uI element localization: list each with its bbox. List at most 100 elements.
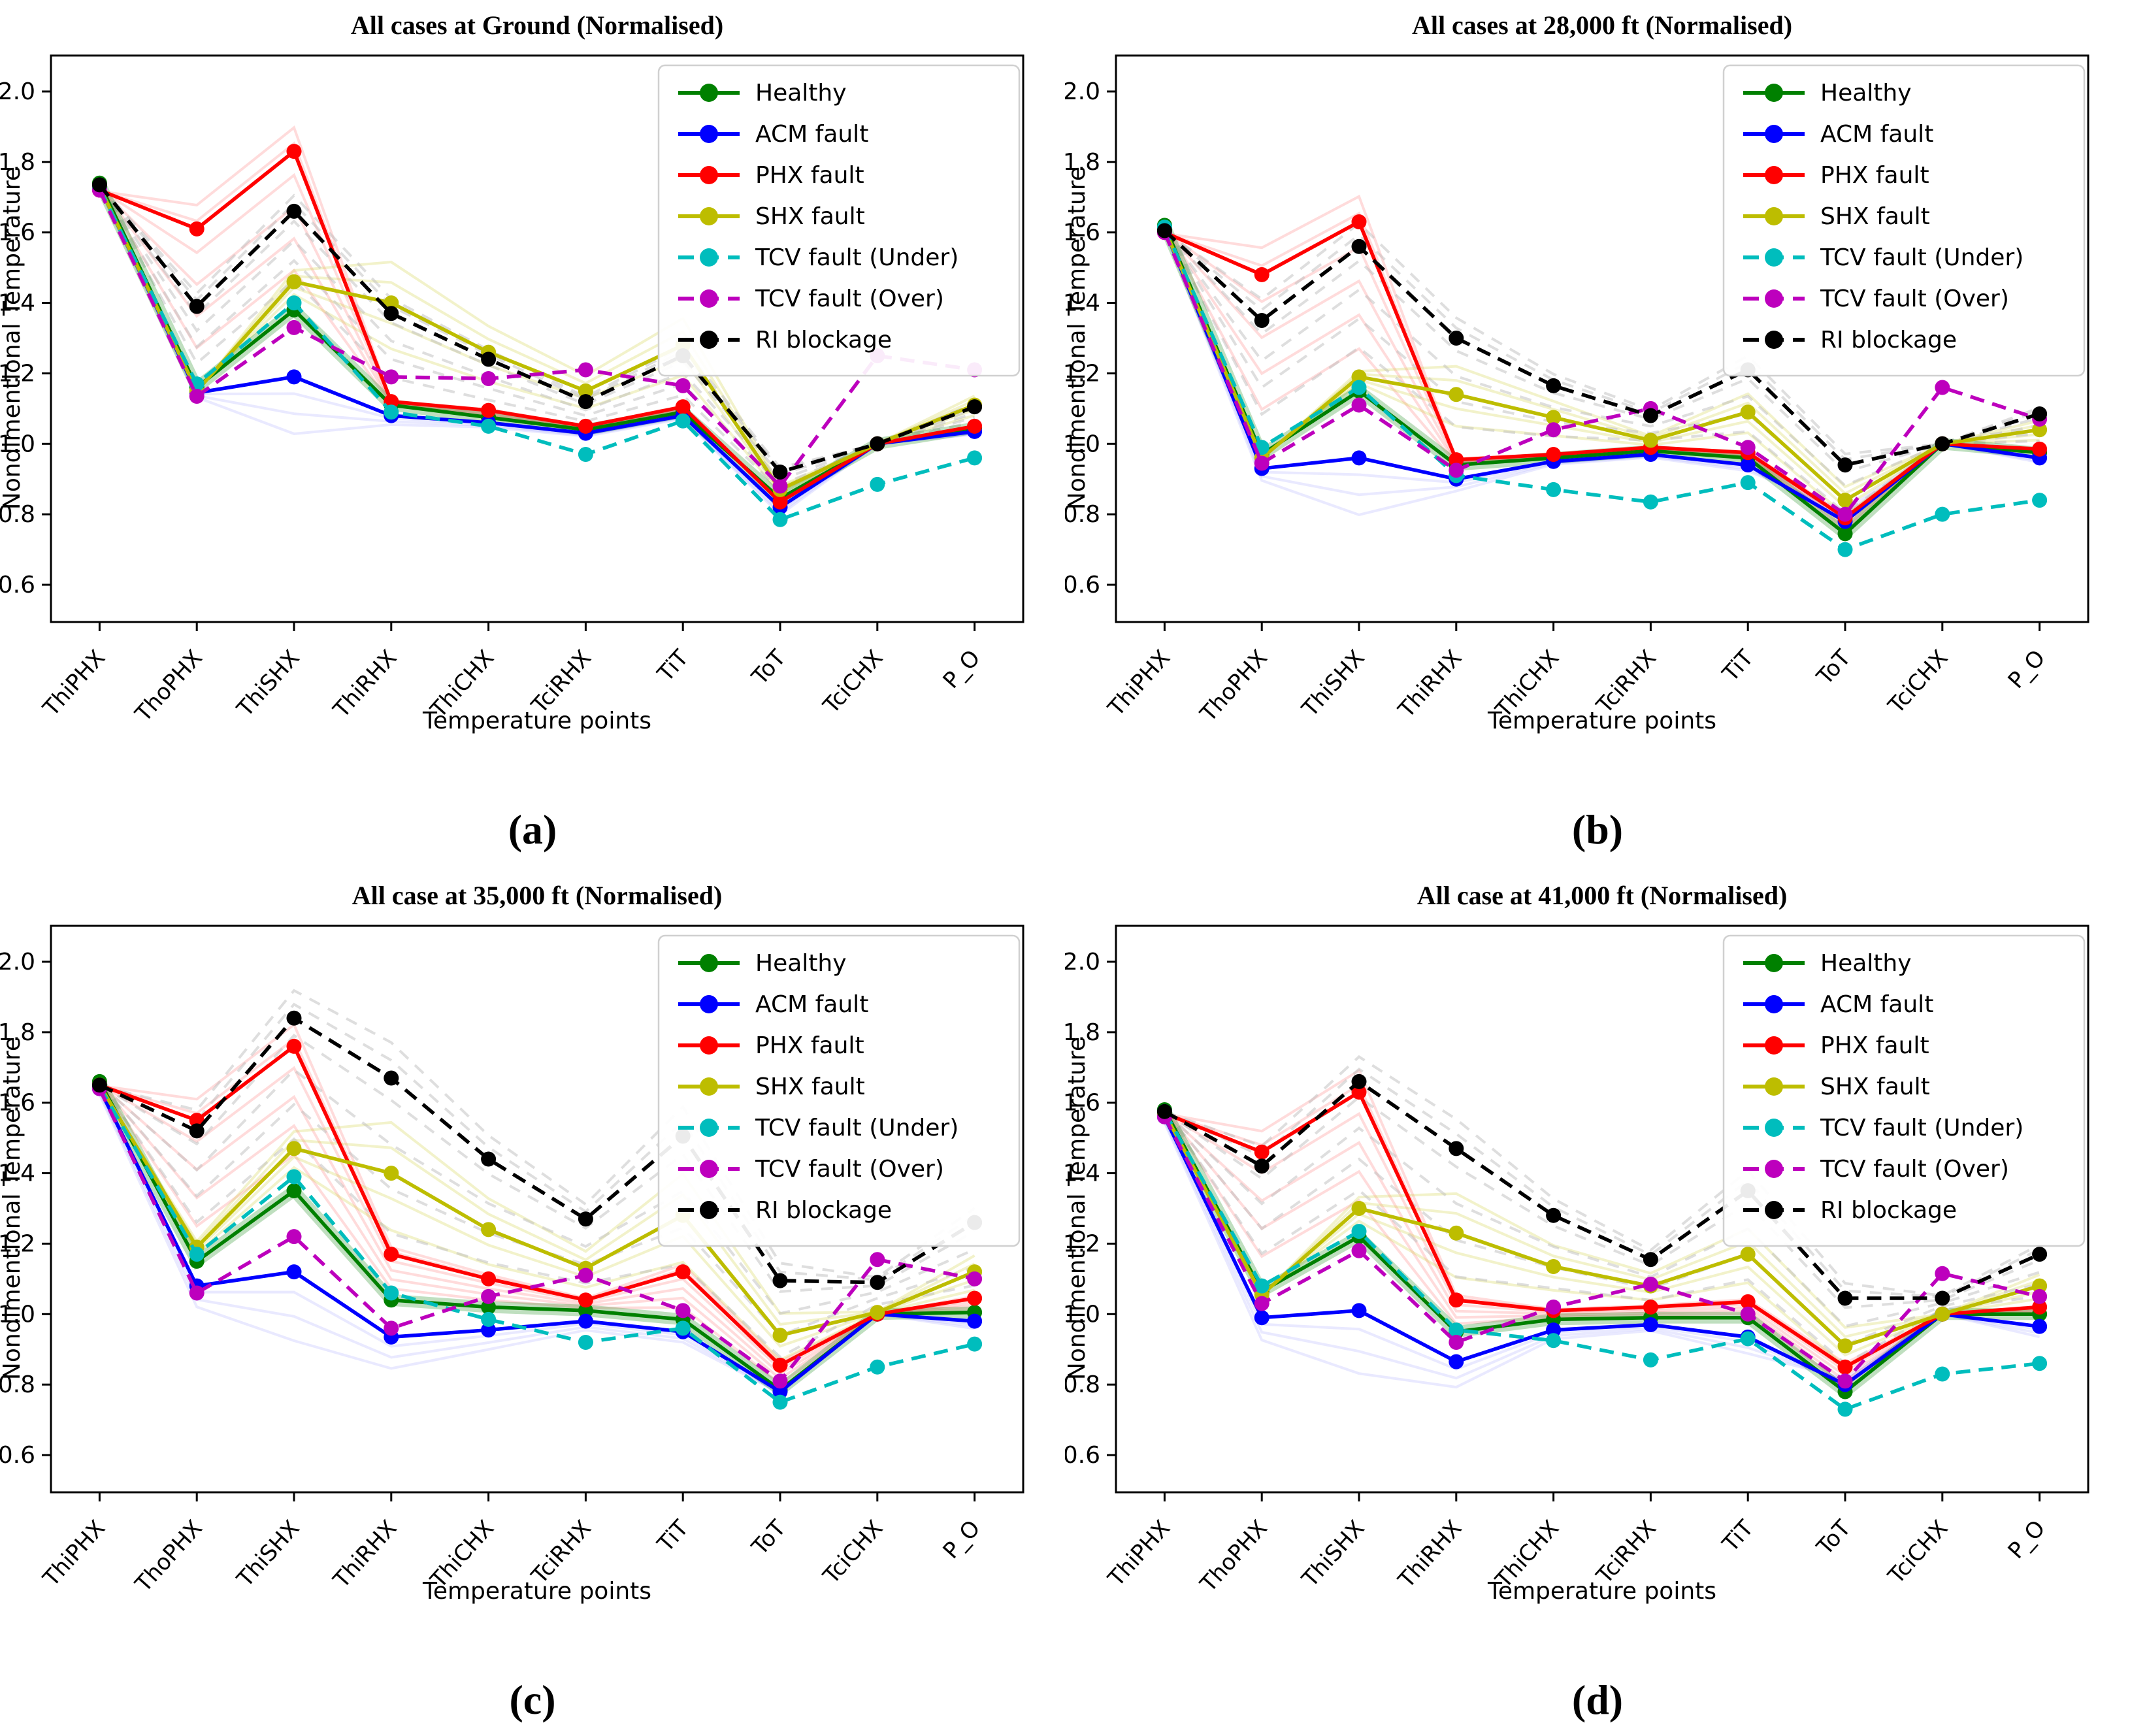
- marker-phx-fault-tot: [772, 494, 788, 510]
- marker-tcv-fault-under-tit: [1740, 475, 1756, 491]
- marker-tcv-fault-over-thirhx: [1449, 1334, 1464, 1350]
- x-tick-label: TciCHX: [1883, 1515, 1954, 1590]
- legend-entry-label-acm-fault: ACM fault: [1820, 121, 1933, 148]
- marker-tcv-fault-over-tit: [1740, 1306, 1756, 1322]
- marker-shx-fault-thishx: [286, 274, 302, 289]
- marker-ri-blockage-thiphx: [91, 177, 107, 193]
- marker-phx-fault-thophx: [1254, 267, 1270, 282]
- legend-entry-label-phx-fault: PHX fault: [755, 1032, 864, 1059]
- legend-entry-dot-phx-fault: [700, 166, 718, 184]
- x-tick-label: P_O: [938, 645, 986, 694]
- marker-acm-fault-tit: [1740, 457, 1756, 473]
- marker-tcv-fault-under-tot: [1837, 1401, 1853, 1417]
- marker-tcv-fault-under-tcirhx: [578, 446, 593, 462]
- marker-shx-fault-tcichx: [1935, 1306, 1950, 1322]
- marker-tcv-fault-over-tcichx: [1935, 380, 1950, 395]
- marker-phx-fault-p-o: [967, 1290, 983, 1306]
- y-axis-label: Nondimentional Temperature: [0, 167, 25, 510]
- marker-ri-blockage-thirhx: [384, 306, 399, 321]
- legend-entry-label-shx-fault: SHX fault: [1820, 203, 1930, 230]
- legend-entry-label-ri-blockage: RI blockage: [755, 327, 892, 353]
- legend-entry-label-phx-fault: PHX fault: [1820, 1032, 1929, 1059]
- chart-cell-d: 0.6 0.8 1.0 1.2 1.4 1.6 1.8 2.0 ThiPHX ThoPHX ThiS…: [1065, 870, 2130, 1723]
- legend-entry-dot-tcv-fault-over: [700, 289, 718, 308]
- halo-line-ri-blockage: [1164, 230, 2040, 461]
- marker-ri-blockage-tcichx: [1935, 436, 1950, 451]
- marker-shx-fault-p-o: [2032, 422, 2048, 438]
- marker-shx-fault-thichx: [1546, 1258, 1562, 1274]
- halo-line-ri-blockage: [1164, 1055, 2040, 1298]
- marker-shx-fault-tcirhx: [1643, 433, 1658, 448]
- marker-ri-blockage-tcirhx: [1643, 408, 1658, 423]
- series-line-ri-blockage: [1163, 229, 2040, 467]
- x-tick-label: ToT: [746, 645, 791, 691]
- y-tick-label: 1.0: [1065, 431, 1100, 457]
- marker-acm-fault-thishx: [286, 1264, 302, 1280]
- legend-entry-dot-tcv-fault-under: [700, 1119, 718, 1137]
- marker-acm-fault-tcirhx: [1643, 1317, 1658, 1332]
- marker-tcv-fault-over-thirhx: [1449, 463, 1464, 478]
- marker-ri-blockage-tcichx: [1935, 1290, 1950, 1306]
- marker-ri-blockage-p-o: [967, 399, 983, 415]
- halo-line-ri-blockage: [98, 184, 975, 476]
- marker-shx-fault-tot: [772, 1328, 788, 1343]
- legend-entry-dot-phx-fault: [1765, 166, 1783, 184]
- marker-tcv-fault-over-thophx: [189, 1285, 205, 1301]
- x-tick-label: ThoPHX: [1195, 645, 1273, 727]
- series-line-tcv-fault-under: [98, 1086, 975, 1404]
- marker-tcv-fault-under-thishx: [286, 1169, 302, 1185]
- marker-tcv-fault-over-thichx: [481, 371, 497, 387]
- y-tick-label: 0.8: [0, 1371, 35, 1398]
- halo-line-ri-blockage: [98, 183, 975, 487]
- marker-tcv-fault-over-tot: [772, 1373, 788, 1389]
- marker-acm-fault-p-o: [967, 1313, 983, 1329]
- halo-line-phx-fault: [99, 1083, 975, 1376]
- marker-ri-blockage-thichx: [1546, 1207, 1562, 1223]
- y-tick-label: 1.6: [1065, 1090, 1100, 1117]
- marker-tcv-fault-under-tcichx: [870, 476, 885, 492]
- marker-acm-fault-thishx: [286, 369, 302, 385]
- marker-phx-fault-thishx: [286, 144, 302, 159]
- series-line-tcv-fault-under: [1162, 226, 2040, 551]
- marker-tcv-fault-under-thirhx: [384, 1285, 399, 1301]
- marker-shx-fault-tit: [1740, 404, 1756, 420]
- series-line-shx-fault: [97, 186, 975, 492]
- marker-tcv-fault-over-thichx: [481, 1288, 497, 1304]
- marker-shx-fault-tot: [1837, 1338, 1853, 1354]
- y-axis-label: Nondimentional Temperature: [1065, 167, 1090, 510]
- marker-tcv-fault-under-tcichx: [1935, 1366, 1950, 1382]
- marker-tcv-fault-over-tit: [1740, 440, 1756, 455]
- marker-tcv-fault-over-tot: [1837, 1373, 1853, 1389]
- y-tick-label: 0.8: [1065, 501, 1100, 528]
- marker-tcv-fault-under-thishx: [1351, 380, 1367, 395]
- legend-entry-dot-ri-blockage: [1765, 331, 1783, 349]
- halo-line-phx-fault: [98, 1082, 975, 1381]
- legend-entry-dot-tcv-fault-over: [1765, 1160, 1783, 1178]
- y-tick-label: 0.8: [0, 501, 35, 528]
- marker-ri-blockage-thishx: [286, 1010, 302, 1026]
- caption-a: (a): [0, 806, 1065, 854]
- y-tick-label: 1.4: [0, 290, 35, 317]
- chart-c-figure: 0.6 0.8 1.0 1.2 1.4 1.6 1.8 2.0 ThiPHX ThoPHX ThiS…: [0, 881, 1024, 1605]
- marker-tcv-fault-over-thirhx: [384, 369, 399, 385]
- marker-tcv-fault-under-tot: [1837, 542, 1853, 557]
- y-tick-label: 2.0: [1065, 949, 1100, 975]
- marker-ri-blockage-tcirhx: [578, 1211, 593, 1227]
- marker-shx-fault-thirhx: [384, 295, 399, 311]
- x-tick-label: TiT: [1717, 1515, 1759, 1558]
- marker-ri-blockage-thishx: [286, 203, 302, 219]
- marker-tcv-fault-under-thichx: [1546, 1333, 1562, 1349]
- legend-entry-dot-acm-fault: [700, 125, 718, 143]
- legend-entry-dot-phx-fault: [1765, 1036, 1783, 1055]
- series-line-phx-fault: [1164, 1090, 2040, 1369]
- marker-tcv-fault-under-tot: [772, 1394, 788, 1410]
- x-tick-label: ThoPHX: [1195, 1515, 1273, 1597]
- legend-entry-label-ri-blockage: RI blockage: [1820, 1197, 1957, 1224]
- marker-ri-blockage-tcirhx: [578, 394, 593, 410]
- legend-entry-dot-tcv-fault-under: [700, 248, 718, 267]
- marker-ri-blockage-tot: [772, 464, 788, 480]
- x-tick-label: ThoPHX: [130, 645, 208, 727]
- marker-tcv-fault-under-p-o: [967, 450, 983, 466]
- y-tick-label: 1.2: [0, 360, 35, 387]
- marker-shx-fault-thishx: [1351, 369, 1367, 385]
